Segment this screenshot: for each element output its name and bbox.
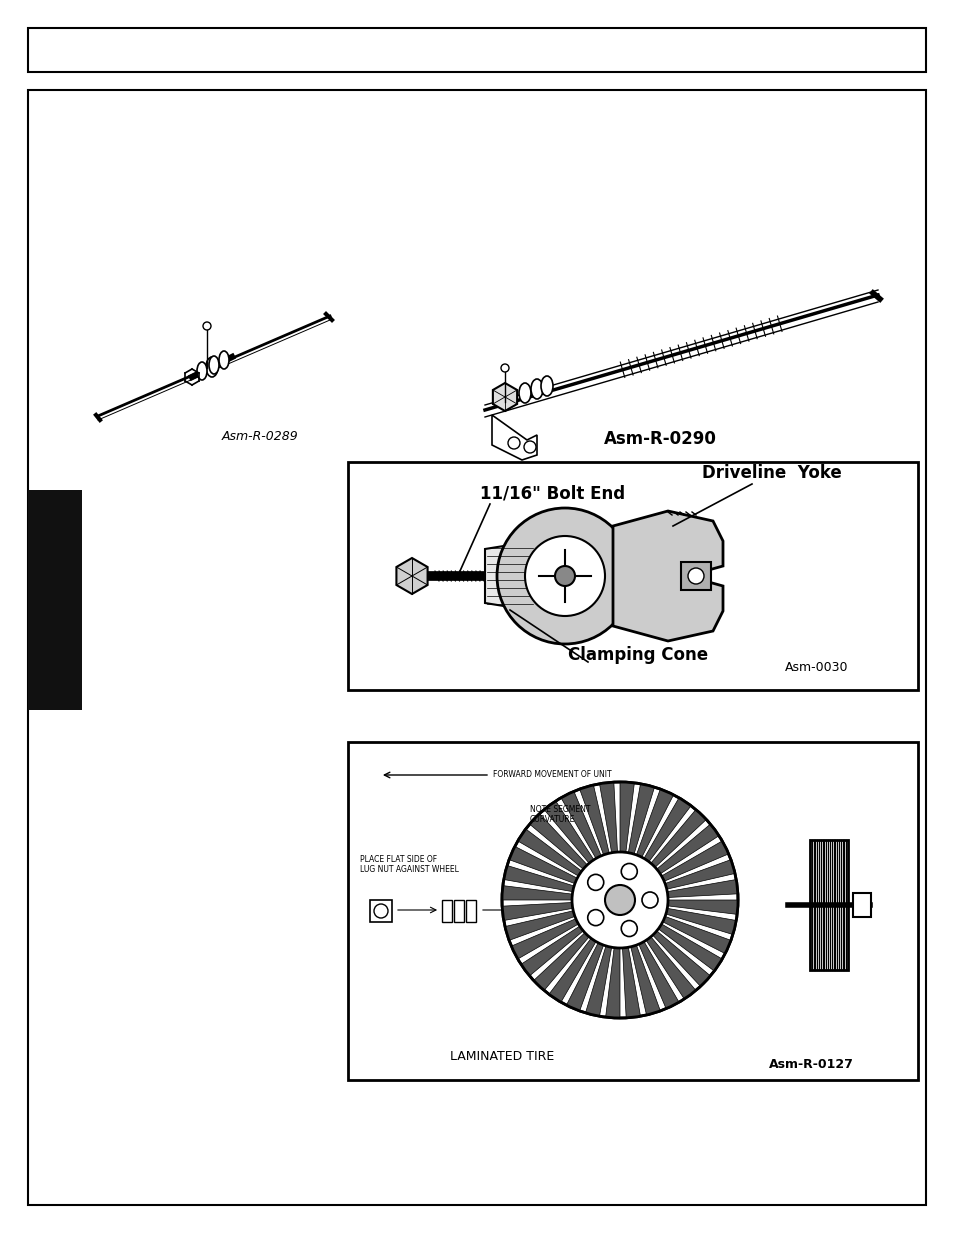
Wedge shape	[605, 947, 619, 1018]
Wedge shape	[579, 785, 609, 855]
Circle shape	[374, 904, 388, 918]
Wedge shape	[643, 798, 690, 862]
Circle shape	[641, 892, 658, 908]
Wedge shape	[636, 789, 673, 857]
Wedge shape	[619, 782, 634, 852]
Text: PLACE FLAT SIDE OF
LUG NUT AGAINST WHEEL: PLACE FLAT SIDE OF LUG NUT AGAINST WHEEL	[359, 855, 458, 874]
Text: LAMINATED TIRE: LAMINATED TIRE	[450, 1050, 554, 1063]
Circle shape	[604, 885, 635, 915]
Ellipse shape	[531, 379, 542, 399]
Ellipse shape	[206, 357, 218, 377]
Wedge shape	[501, 885, 572, 900]
Wedge shape	[656, 824, 719, 874]
Ellipse shape	[209, 356, 219, 374]
Bar	[28, 490, 82, 710]
Polygon shape	[396, 558, 427, 594]
Circle shape	[687, 568, 703, 584]
Text: Driveline  Yoke: Driveline Yoke	[701, 464, 841, 482]
Wedge shape	[585, 946, 611, 1016]
Bar	[680, 562, 710, 590]
Text: Asm-R-0127: Asm-R-0127	[768, 1058, 853, 1071]
Polygon shape	[613, 511, 722, 641]
Circle shape	[507, 437, 519, 450]
Ellipse shape	[219, 351, 229, 369]
Bar	[465, 900, 476, 923]
Wedge shape	[543, 802, 593, 863]
Wedge shape	[650, 810, 705, 867]
Wedge shape	[639, 941, 679, 1009]
Circle shape	[587, 874, 603, 890]
Circle shape	[555, 566, 575, 585]
Wedge shape	[667, 900, 738, 914]
Wedge shape	[503, 866, 574, 892]
Wedge shape	[664, 860, 734, 889]
Wedge shape	[504, 910, 575, 940]
Text: Asm-0030: Asm-0030	[783, 661, 847, 674]
Bar	[348, 742, 917, 1079]
Polygon shape	[493, 383, 517, 411]
Circle shape	[620, 920, 637, 936]
Bar	[852, 893, 870, 918]
Wedge shape	[511, 919, 578, 960]
Text: Clamping Cone: Clamping Cone	[567, 646, 707, 664]
Wedge shape	[665, 908, 736, 935]
Wedge shape	[628, 784, 654, 855]
Text: Asm-R-0289: Asm-R-0289	[221, 430, 298, 443]
Wedge shape	[660, 841, 728, 882]
Wedge shape	[598, 782, 617, 852]
Bar	[370, 900, 392, 923]
Wedge shape	[666, 879, 737, 898]
Text: 11/16" Bolt End: 11/16" Bolt End	[479, 484, 624, 501]
Circle shape	[523, 441, 536, 453]
Circle shape	[620, 863, 637, 879]
Wedge shape	[622, 947, 639, 1018]
Bar	[809, 840, 847, 969]
Bar	[348, 462, 917, 690]
Wedge shape	[658, 924, 721, 971]
Bar	[454, 900, 463, 923]
Text: NOTE SEGMENT
CURVATURE: NOTE SEGMENT CURVATURE	[530, 805, 590, 825]
Circle shape	[524, 536, 604, 616]
Ellipse shape	[196, 362, 207, 380]
Wedge shape	[533, 932, 589, 990]
Polygon shape	[492, 415, 537, 459]
Wedge shape	[652, 931, 710, 987]
Text: Asm-R-0290: Asm-R-0290	[603, 430, 716, 448]
Wedge shape	[630, 945, 659, 1015]
Circle shape	[497, 508, 633, 643]
Polygon shape	[484, 541, 535, 611]
Wedge shape	[517, 829, 581, 876]
Wedge shape	[560, 792, 600, 858]
Wedge shape	[566, 942, 603, 1011]
Wedge shape	[501, 903, 572, 920]
Wedge shape	[645, 937, 695, 999]
Wedge shape	[509, 846, 577, 883]
Circle shape	[572, 852, 667, 948]
Bar	[28, 28, 925, 72]
Bar	[441, 900, 452, 923]
Wedge shape	[548, 939, 596, 1002]
Wedge shape	[662, 916, 730, 953]
Wedge shape	[520, 926, 582, 976]
Circle shape	[587, 910, 603, 926]
Text: FORWARD MOVEMENT OF UNIT: FORWARD MOVEMENT OF UNIT	[493, 771, 611, 779]
Circle shape	[501, 782, 738, 1018]
Ellipse shape	[518, 383, 531, 403]
Ellipse shape	[540, 375, 553, 396]
Wedge shape	[529, 814, 587, 869]
